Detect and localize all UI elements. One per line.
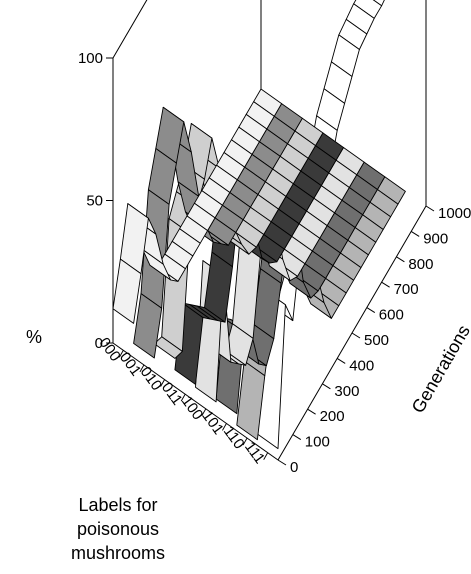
category-tick-mark (160, 379, 165, 387)
generation-tick-label: 800 (408, 256, 433, 273)
generation-tick-label: 400 (349, 357, 374, 374)
ribbon-series-group (112, 0, 406, 450)
generation-tick-mark (336, 357, 346, 364)
generation-tick-label: 900 (423, 230, 448, 247)
category-axis-line (112, 342, 279, 461)
generation-tick-mark (292, 434, 302, 441)
generation-tick-label: 300 (334, 383, 359, 400)
generation-tick-mark (277, 459, 287, 466)
x-axis-title-line-3: mushrooms (71, 543, 165, 563)
category-tick-mark (201, 408, 207, 417)
category-tick-mark (222, 423, 227, 431)
generation-tick-mark (425, 205, 435, 212)
generation-tick-label: 200 (320, 408, 345, 425)
generation-tick-mark (366, 307, 376, 314)
generation-tick-label: 600 (379, 307, 404, 324)
generation-tick-mark (381, 281, 390, 288)
generation-tick-label: 0 (290, 459, 298, 476)
generation-tick-mark (396, 256, 405, 263)
z-axis-tick-label: 0 (95, 335, 103, 352)
generation-tick-mark (351, 332, 361, 339)
frame-top-left-edge (112, 0, 148, 59)
generation-tick-label: 500 (364, 332, 389, 349)
ribbon-segment-010-0 (153, 336, 183, 359)
category-tick-mark (263, 452, 269, 460)
category-tick-mark (118, 350, 124, 358)
z-axis-tick-label: 50 (86, 193, 103, 210)
chart-frame: 0501000000010100111001011101110100200300… (78, 0, 471, 476)
generation-tick-label: 700 (394, 281, 419, 298)
y-axis-title: Generations (408, 322, 471, 417)
x-axis-title: Labels for poisonous mushrooms (71, 495, 165, 563)
generation-tick-label: 1000 (438, 205, 471, 222)
ribbon-segment-001-0 (133, 293, 163, 359)
z-axis-title: % (26, 327, 42, 347)
x-axis-title-line-2: poisonous (77, 519, 159, 539)
z-axis-tick-label: 100 (78, 50, 103, 67)
generation-tick-mark (322, 383, 331, 390)
ribbon-segment-110-0 (236, 360, 266, 441)
category-tick-mark (180, 393, 186, 402)
x-axis-title-line-1: Labels for (78, 495, 157, 515)
generation-tick-label: 100 (305, 434, 330, 451)
ribbon-001 (133, 103, 303, 359)
category-tick-mark (242, 437, 248, 446)
category-tick-mark (139, 364, 145, 373)
generation-tick-mark (307, 408, 316, 415)
ribbon-segment-000-0 (112, 258, 142, 324)
ribbon-000 (112, 88, 283, 324)
generation-tick-mark (410, 230, 420, 237)
